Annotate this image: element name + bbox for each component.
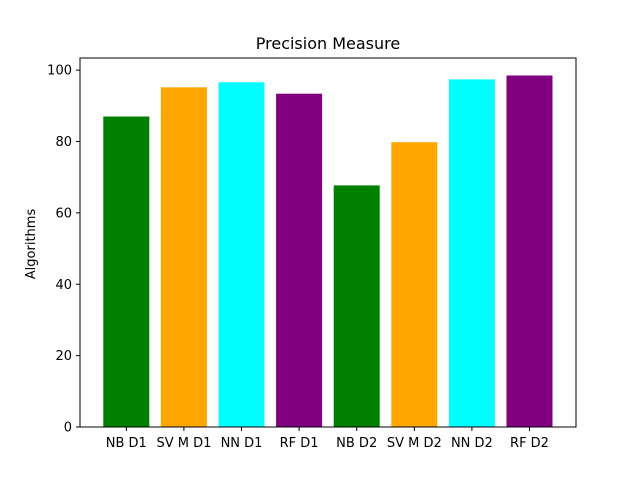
bar-sv-m-d2	[391, 142, 438, 427]
y-ticks: 0 20 40 60 80 100	[47, 64, 80, 436]
bar-nb-d1	[103, 116, 150, 427]
x-tick-label: RF D1	[280, 436, 319, 451]
y-tick-label: 80	[55, 135, 72, 150]
x-tick-label: NB D2	[336, 436, 377, 451]
x-tick-label: NN D1	[221, 436, 263, 451]
y-tick-label: 20	[55, 349, 72, 364]
y-tick-label: 40	[55, 278, 72, 293]
x-tick-label: SV M D2	[387, 436, 442, 451]
x-tick-label: SV M D1	[156, 436, 211, 451]
bar-nb-d2	[333, 185, 380, 427]
x-tick-label: NN D2	[451, 436, 493, 451]
bar-sv-m-d1	[160, 87, 207, 428]
bar-rf-d2	[506, 75, 553, 427]
y-tick-label: 60	[55, 206, 72, 221]
x-tick-label: NB D1	[106, 436, 147, 451]
bar-nn-d1	[218, 82, 265, 428]
y-tick-label: 0	[64, 421, 72, 436]
x-tick-label: RF D2	[510, 436, 549, 451]
x-ticks: NB D1 SV M D1 NN D1 RF D1 NB D2 SV M D2 NN D2 R…	[106, 427, 549, 451]
y-tick-label: 100	[47, 64, 72, 79]
plot-area-frame	[79, 57, 577, 428]
bars-group	[103, 75, 553, 428]
bar-nn-d2	[448, 79, 495, 428]
y-axis-label: Algorithms	[24, 209, 39, 280]
bar-rf-d1	[276, 93, 323, 427]
chart-title: Precision Measure	[256, 34, 400, 53]
